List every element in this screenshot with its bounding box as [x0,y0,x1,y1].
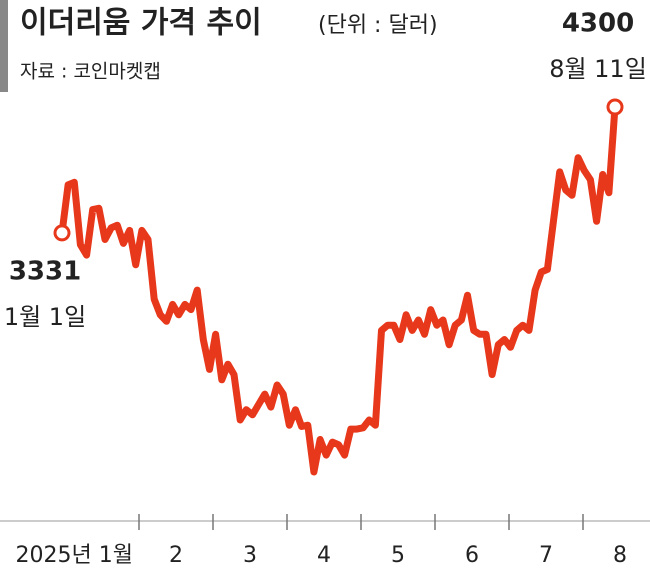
chart-subtitle: (단위 : 달러) [318,13,438,38]
x-tick-label: 2025년 1월 [16,543,133,568]
x-tick-label: 4 [317,543,331,568]
x-tick-label: 5 [391,543,405,568]
end-value-label: 4300 [562,9,634,39]
end-marker [606,98,624,116]
start-date-label: 1월 1일 [4,303,86,331]
end-marker [53,224,71,242]
end-date-label: 8월 11일 [549,55,647,83]
chart-title: 이더리움 가격 추이 [20,6,262,41]
start-value-label: 3331 [9,257,81,287]
source: 자료 : 코인마켓캡 [20,61,161,83]
x-tick-label: 7 [539,543,553,568]
x-tick-label: 8 [613,543,627,568]
title-bar [0,0,8,92]
x-tick-label: 6 [465,543,479,568]
x-tick-label: 3 [243,543,257,568]
price-line [58,103,619,476]
x-tick-label: 2 [169,543,183,568]
